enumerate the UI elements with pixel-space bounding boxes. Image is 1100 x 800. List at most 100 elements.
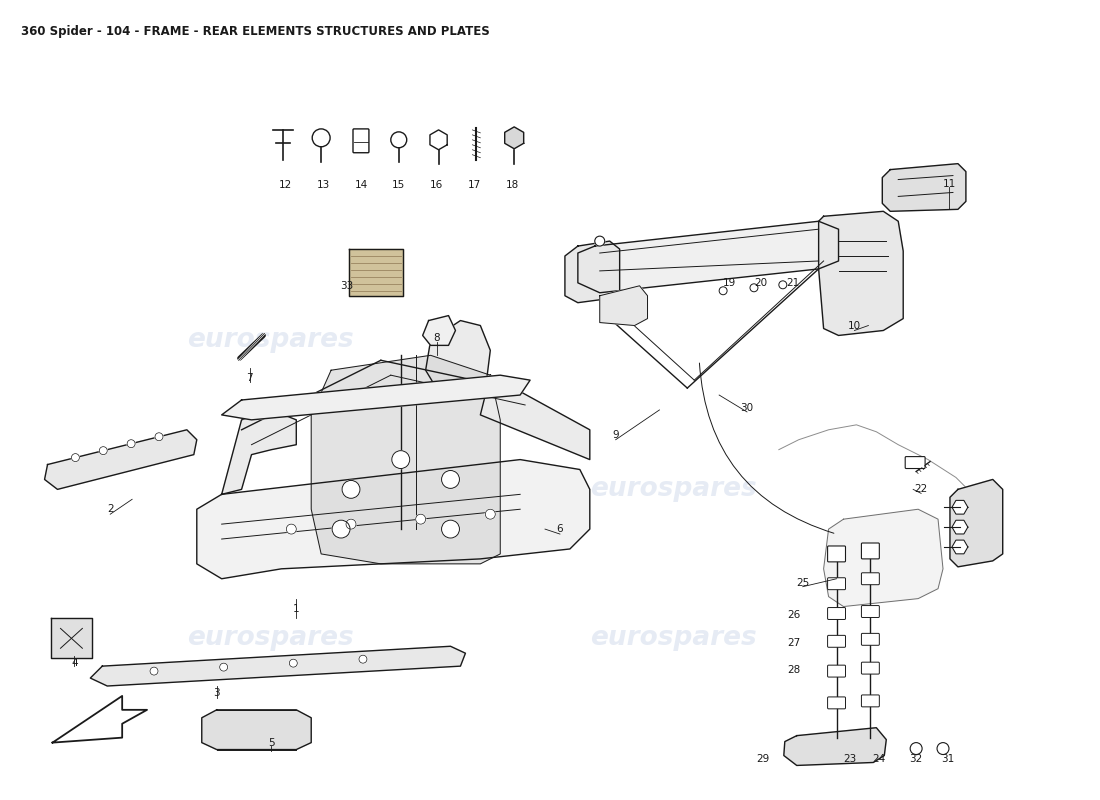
Polygon shape (818, 211, 903, 335)
Text: 23: 23 (843, 754, 856, 765)
Circle shape (485, 510, 495, 519)
Circle shape (72, 454, 79, 462)
Circle shape (359, 655, 367, 663)
Text: 10: 10 (848, 321, 861, 330)
Text: 11: 11 (943, 178, 956, 189)
Text: 25: 25 (796, 578, 810, 588)
FancyBboxPatch shape (827, 697, 846, 709)
Circle shape (390, 132, 407, 148)
FancyBboxPatch shape (861, 543, 879, 559)
Polygon shape (90, 646, 465, 686)
Circle shape (332, 520, 350, 538)
Text: 16: 16 (430, 179, 443, 190)
FancyBboxPatch shape (905, 457, 925, 469)
Text: 18: 18 (506, 179, 519, 190)
Polygon shape (422, 315, 455, 346)
Text: eurospares: eurospares (590, 626, 757, 651)
Polygon shape (952, 540, 968, 554)
Text: 31: 31 (942, 754, 955, 765)
Text: 1: 1 (293, 603, 299, 614)
Text: 12: 12 (278, 179, 292, 190)
Polygon shape (952, 500, 968, 514)
FancyBboxPatch shape (827, 607, 846, 619)
Text: 7: 7 (246, 373, 253, 383)
Circle shape (750, 284, 758, 292)
Circle shape (392, 450, 409, 469)
FancyBboxPatch shape (861, 573, 879, 585)
Polygon shape (222, 410, 296, 494)
Text: 17: 17 (468, 179, 481, 190)
Polygon shape (349, 249, 403, 296)
Text: 30: 30 (740, 403, 754, 413)
Text: 360 Spider - 104 - FRAME - REAR ELEMENTS STRUCTURES AND PLATES: 360 Spider - 104 - FRAME - REAR ELEMENTS… (21, 25, 489, 38)
Polygon shape (430, 130, 448, 150)
Text: 2: 2 (107, 504, 113, 514)
Text: 20: 20 (755, 278, 768, 288)
Circle shape (155, 433, 163, 441)
Circle shape (220, 663, 228, 671)
Text: 4: 4 (72, 658, 78, 668)
Polygon shape (950, 479, 1003, 567)
Polygon shape (53, 696, 147, 742)
Circle shape (99, 446, 107, 454)
Text: 5: 5 (268, 738, 275, 748)
Text: 22: 22 (914, 484, 927, 494)
FancyBboxPatch shape (861, 695, 879, 707)
Polygon shape (824, 510, 943, 606)
Text: 19: 19 (723, 278, 736, 288)
Circle shape (312, 129, 330, 146)
Polygon shape (311, 355, 500, 564)
Polygon shape (222, 375, 530, 420)
Circle shape (719, 286, 727, 294)
FancyBboxPatch shape (861, 606, 879, 618)
Polygon shape (197, 459, 590, 578)
Circle shape (346, 519, 356, 529)
Circle shape (595, 236, 605, 246)
Text: 21: 21 (786, 278, 800, 288)
Circle shape (289, 659, 297, 667)
Circle shape (910, 742, 922, 754)
Text: 29: 29 (757, 754, 770, 765)
Text: 3: 3 (213, 688, 220, 698)
Polygon shape (201, 710, 311, 750)
FancyBboxPatch shape (861, 662, 879, 674)
FancyBboxPatch shape (353, 129, 369, 153)
Polygon shape (505, 127, 524, 149)
Text: 9: 9 (613, 430, 619, 440)
Circle shape (286, 524, 296, 534)
Polygon shape (426, 321, 491, 400)
Text: 8: 8 (433, 334, 440, 343)
Circle shape (416, 514, 426, 524)
Circle shape (128, 440, 135, 448)
FancyBboxPatch shape (827, 635, 846, 647)
Text: 28: 28 (788, 665, 801, 675)
Text: 26: 26 (788, 610, 801, 621)
Polygon shape (51, 618, 92, 658)
Polygon shape (952, 520, 968, 534)
Text: 14: 14 (354, 179, 367, 190)
FancyBboxPatch shape (861, 634, 879, 646)
Text: eurospares: eurospares (590, 476, 757, 502)
Polygon shape (578, 222, 838, 293)
Circle shape (342, 481, 360, 498)
Circle shape (937, 742, 949, 754)
Polygon shape (45, 430, 197, 490)
Circle shape (150, 667, 158, 675)
Text: 15: 15 (392, 179, 406, 190)
FancyBboxPatch shape (827, 665, 846, 677)
Text: eurospares: eurospares (187, 327, 353, 354)
Text: 13: 13 (317, 179, 330, 190)
Circle shape (441, 520, 460, 538)
Text: eurospares: eurospares (187, 626, 353, 651)
FancyBboxPatch shape (827, 578, 846, 590)
Text: 33: 33 (340, 281, 354, 290)
Polygon shape (784, 728, 887, 766)
FancyBboxPatch shape (827, 546, 846, 562)
Text: 6: 6 (557, 524, 563, 534)
Text: 32: 32 (910, 754, 923, 765)
Text: 24: 24 (872, 754, 886, 765)
Circle shape (779, 281, 786, 289)
Circle shape (441, 470, 460, 488)
Polygon shape (481, 375, 590, 459)
Polygon shape (600, 286, 648, 326)
